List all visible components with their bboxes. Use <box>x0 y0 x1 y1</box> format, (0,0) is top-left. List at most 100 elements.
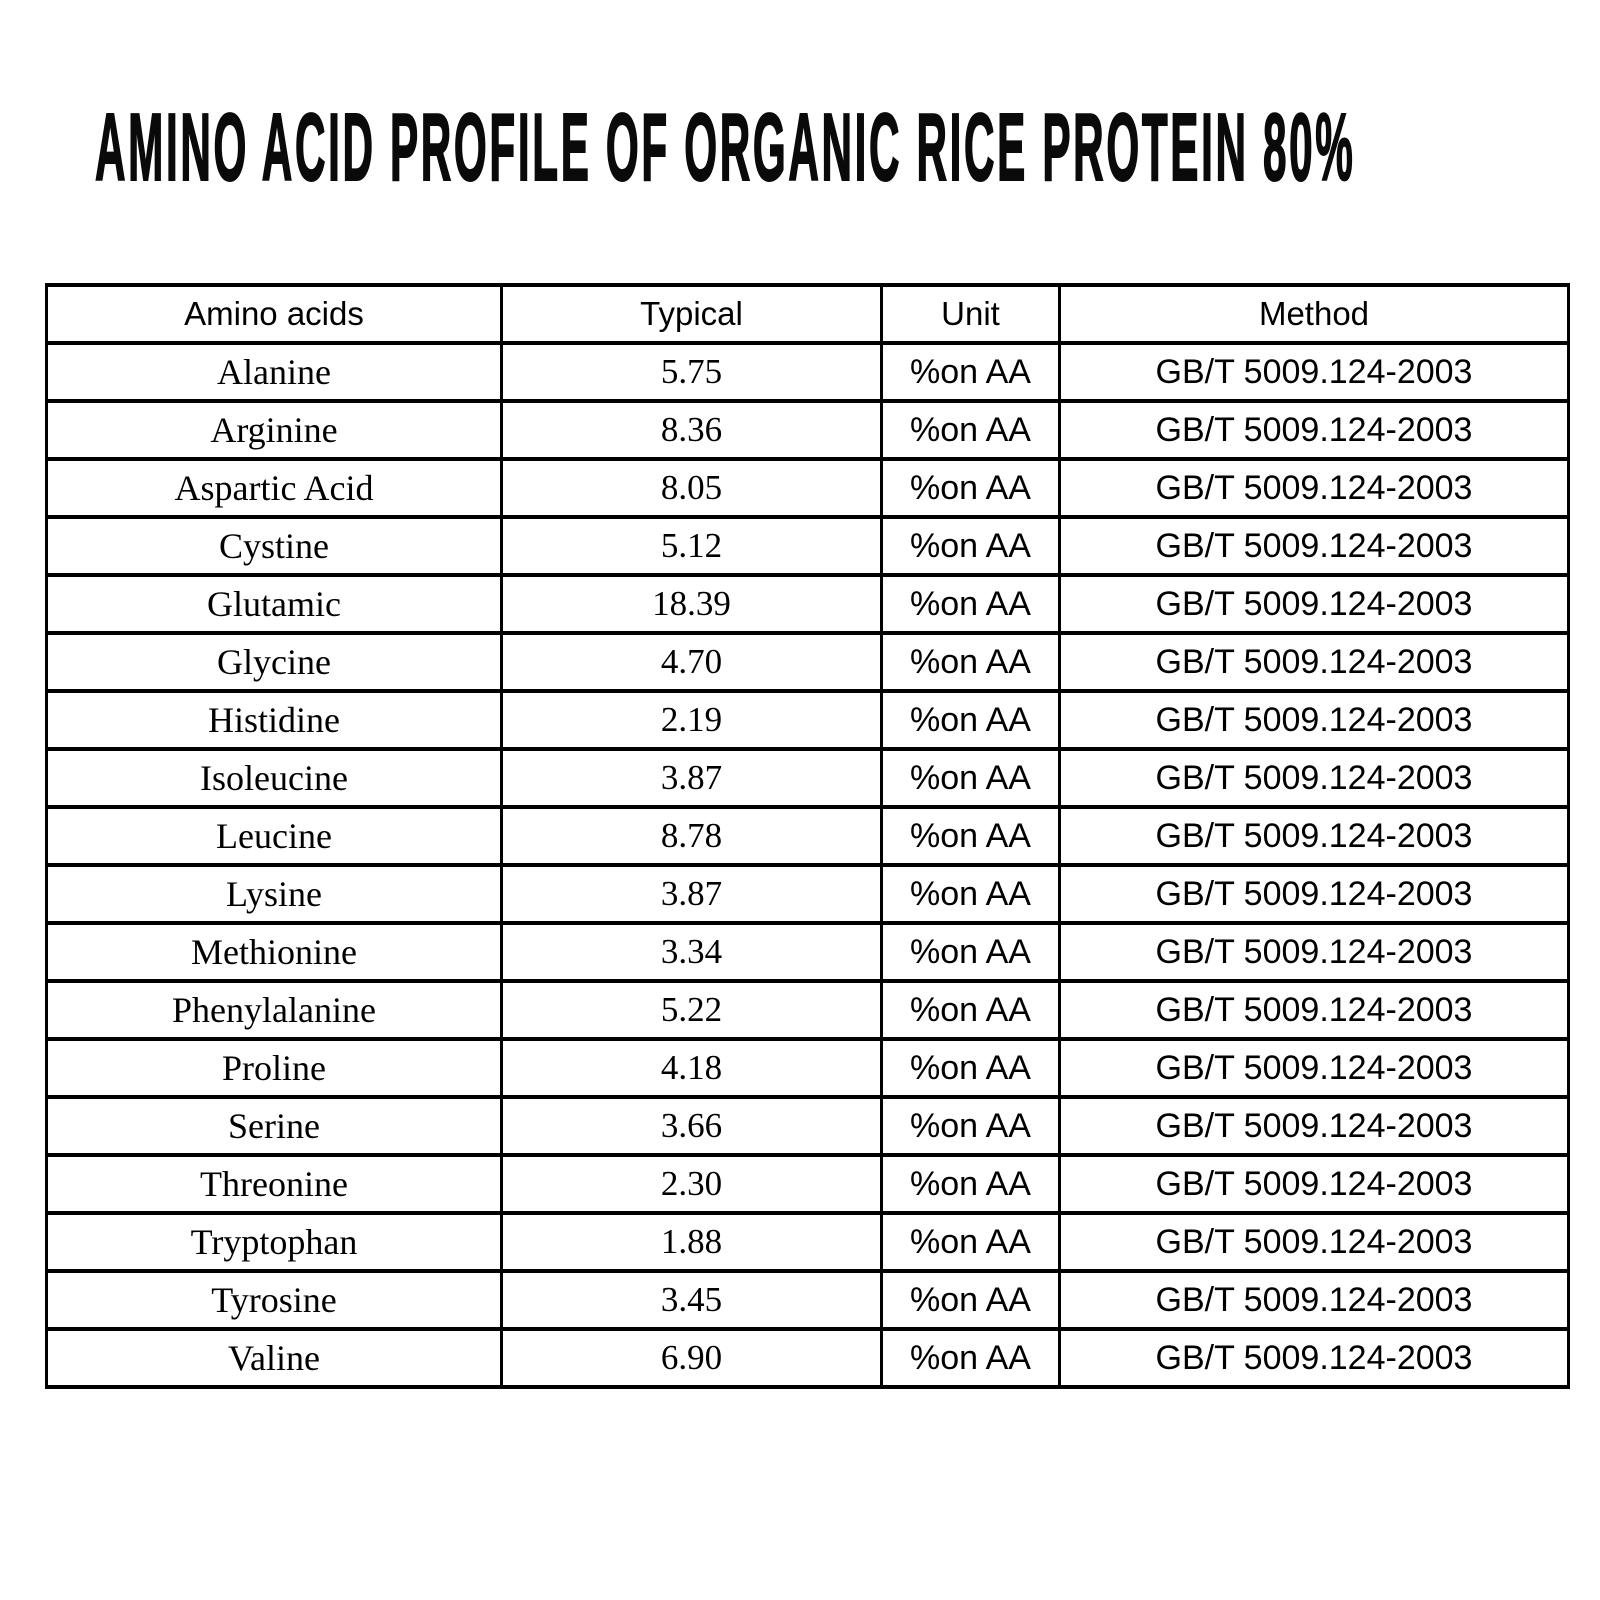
cell-unit: %on AA <box>880 515 1061 577</box>
table-row: Tryptophan 1.88 %on AA GB/T 5009.124-2003 <box>45 1211 1570 1273</box>
cell-typical-value: 8.05 <box>500 457 883 519</box>
table-row: Aspartic Acid 8.05 %on AA GB/T 5009.124-200… <box>45 457 1570 519</box>
cell-amino-acid: Proline <box>45 1037 503 1099</box>
cell-typical-value: 6.90 <box>500 1327 883 1389</box>
cell-amino-acid: Phenylalanine <box>45 979 503 1041</box>
cell-method: GB/T 5009.124-2003 <box>1058 747 1570 809</box>
table-row: Histidine 2.19 %on AA GB/T 5009.124-2003 <box>45 689 1570 751</box>
cell-method: GB/T 5009.124-2003 <box>1058 1269 1570 1331</box>
cell-unit: %on AA <box>880 631 1061 693</box>
cell-typical-value: 2.19 <box>500 689 883 751</box>
cell-typical-value: 5.75 <box>500 341 883 403</box>
cell-typical-value: 18.39 <box>500 573 883 635</box>
cell-unit: %on AA <box>880 863 1061 925</box>
table-row: Serine 3.66 %on AA GB/T 5009.124-2003 <box>45 1095 1570 1157</box>
cell-unit: %on AA <box>880 1153 1061 1215</box>
amino-acid-table: Amino acids Typical Unit Method Alanine 5.75… <box>45 283 1570 1389</box>
cell-unit: %on AA <box>880 399 1061 461</box>
cell-unit: %on AA <box>880 805 1061 867</box>
cell-typical-value: 3.87 <box>500 747 883 809</box>
cell-typical-value: 4.70 <box>500 631 883 693</box>
table-row: Phenylalanine 5.22 %on AA GB/T 5009.124-200… <box>45 979 1570 1041</box>
cell-unit: %on AA <box>880 341 1061 403</box>
cell-unit: %on AA <box>880 1269 1061 1331</box>
cell-amino-acid: Threonine <box>45 1153 503 1215</box>
cell-unit: %on AA <box>880 1037 1061 1099</box>
cell-unit: %on AA <box>880 747 1061 809</box>
cell-method: GB/T 5009.124-2003 <box>1058 341 1570 403</box>
cell-method: GB/T 5009.124-2003 <box>1058 805 1570 867</box>
cell-typical-value: 3.34 <box>500 921 883 983</box>
cell-amino-acid: Aspartic Acid <box>45 457 503 519</box>
cell-method: GB/T 5009.124-2003 <box>1058 921 1570 983</box>
cell-typical-value: 8.78 <box>500 805 883 867</box>
table-body: Alanine 5.75 %on AA GB/T 5009.124-2003 Argin… <box>45 341 1570 1389</box>
cell-amino-acid: Methionine <box>45 921 503 983</box>
cell-amino-acid: Tyrosine <box>45 1269 503 1331</box>
column-header-typical: Typical <box>500 283 883 345</box>
cell-typical-value: 1.88 <box>500 1211 883 1273</box>
cell-unit: %on AA <box>880 921 1061 983</box>
cell-unit: %on AA <box>880 573 1061 635</box>
cell-unit: %on AA <box>880 457 1061 519</box>
cell-method: GB/T 5009.124-2003 <box>1058 689 1570 751</box>
cell-method: GB/T 5009.124-2003 <box>1058 573 1570 635</box>
cell-typical-value: 5.22 <box>500 979 883 1041</box>
cell-typical-value: 5.12 <box>500 515 883 577</box>
cell-typical-value: 2.30 <box>500 1153 883 1215</box>
table-row: Lysine 3.87 %on AA GB/T 5009.124-2003 <box>45 863 1570 925</box>
cell-amino-acid: Valine <box>45 1327 503 1389</box>
page-title: AMINO ACID PROFILE OF ORGANIC RICE PROTE… <box>95 94 1356 201</box>
table-row: Glycine 4.70 %on AA GB/T 5009.124-2003 <box>45 631 1570 693</box>
column-header-name: Amino acids <box>45 283 503 345</box>
cell-method: GB/T 5009.124-2003 <box>1058 1327 1570 1389</box>
cell-unit: %on AA <box>880 1095 1061 1157</box>
cell-method: GB/T 5009.124-2003 <box>1058 515 1570 577</box>
cell-unit: %on AA <box>880 689 1061 751</box>
cell-method: GB/T 5009.124-2003 <box>1058 1153 1570 1215</box>
table-row: Leucine 8.78 %on AA GB/T 5009.124-2003 <box>45 805 1570 867</box>
table-row: Isoleucine 3.87 %on AA GB/T 5009.124-2003 <box>45 747 1570 809</box>
cell-amino-acid: Isoleucine <box>45 747 503 809</box>
cell-amino-acid: Leucine <box>45 805 503 867</box>
cell-method: GB/T 5009.124-2003 <box>1058 457 1570 519</box>
table-row: Threonine 2.30 %on AA GB/T 5009.124-2003 <box>45 1153 1570 1215</box>
table-row: Methionine 3.34 %on AA GB/T 5009.124-2003 <box>45 921 1570 983</box>
table-row: Tyrosine 3.45 %on AA GB/T 5009.124-2003 <box>45 1269 1570 1331</box>
cell-unit: %on AA <box>880 1211 1061 1273</box>
cell-method: GB/T 5009.124-2003 <box>1058 1037 1570 1099</box>
cell-amino-acid: Cystine <box>45 515 503 577</box>
cell-typical-value: 3.87 <box>500 863 883 925</box>
cell-amino-acid: Histidine <box>45 689 503 751</box>
table-row: Proline 4.18 %on AA GB/T 5009.124-2003 <box>45 1037 1570 1099</box>
table-row: Alanine 5.75 %on AA GB/T 5009.124-2003 <box>45 341 1570 403</box>
cell-amino-acid: Glutamic <box>45 573 503 635</box>
table-row: Valine 6.90 %on AA GB/T 5009.124-2003 <box>45 1327 1570 1389</box>
cell-amino-acid: Lysine <box>45 863 503 925</box>
column-header-method: Method <box>1058 283 1570 345</box>
cell-amino-acid: Tryptophan <box>45 1211 503 1273</box>
cell-method: GB/T 5009.124-2003 <box>1058 399 1570 461</box>
cell-amino-acid: Serine <box>45 1095 503 1157</box>
table-header-row: Amino acids Typical Unit Method <box>45 283 1570 345</box>
cell-method: GB/T 5009.124-2003 <box>1058 979 1570 1041</box>
table-row: Arginine 8.36 %on AA GB/T 5009.124-2003 <box>45 399 1570 461</box>
table-row: Cystine 5.12 %on AA GB/T 5009.124-2003 <box>45 515 1570 577</box>
cell-unit: %on AA <box>880 1327 1061 1389</box>
cell-typical-value: 4.18 <box>500 1037 883 1099</box>
cell-method: GB/T 5009.124-2003 <box>1058 631 1570 693</box>
cell-method: GB/T 5009.124-2003 <box>1058 1095 1570 1157</box>
cell-amino-acid: Glycine <box>45 631 503 693</box>
cell-typical-value: 3.45 <box>500 1269 883 1331</box>
cell-unit: %on AA <box>880 979 1061 1041</box>
table-row: Glutamic 18.39 %on AA GB/T 5009.124-2003 <box>45 573 1570 635</box>
cell-typical-value: 3.66 <box>500 1095 883 1157</box>
column-header-unit: Unit <box>880 283 1061 345</box>
cell-amino-acid: Alanine <box>45 341 503 403</box>
cell-amino-acid: Arginine <box>45 399 503 461</box>
cell-typical-value: 8.36 <box>500 399 883 461</box>
cell-method: GB/T 5009.124-2003 <box>1058 863 1570 925</box>
cell-method: GB/T 5009.124-2003 <box>1058 1211 1570 1273</box>
table-head: Amino acids Typical Unit Method <box>45 283 1570 345</box>
